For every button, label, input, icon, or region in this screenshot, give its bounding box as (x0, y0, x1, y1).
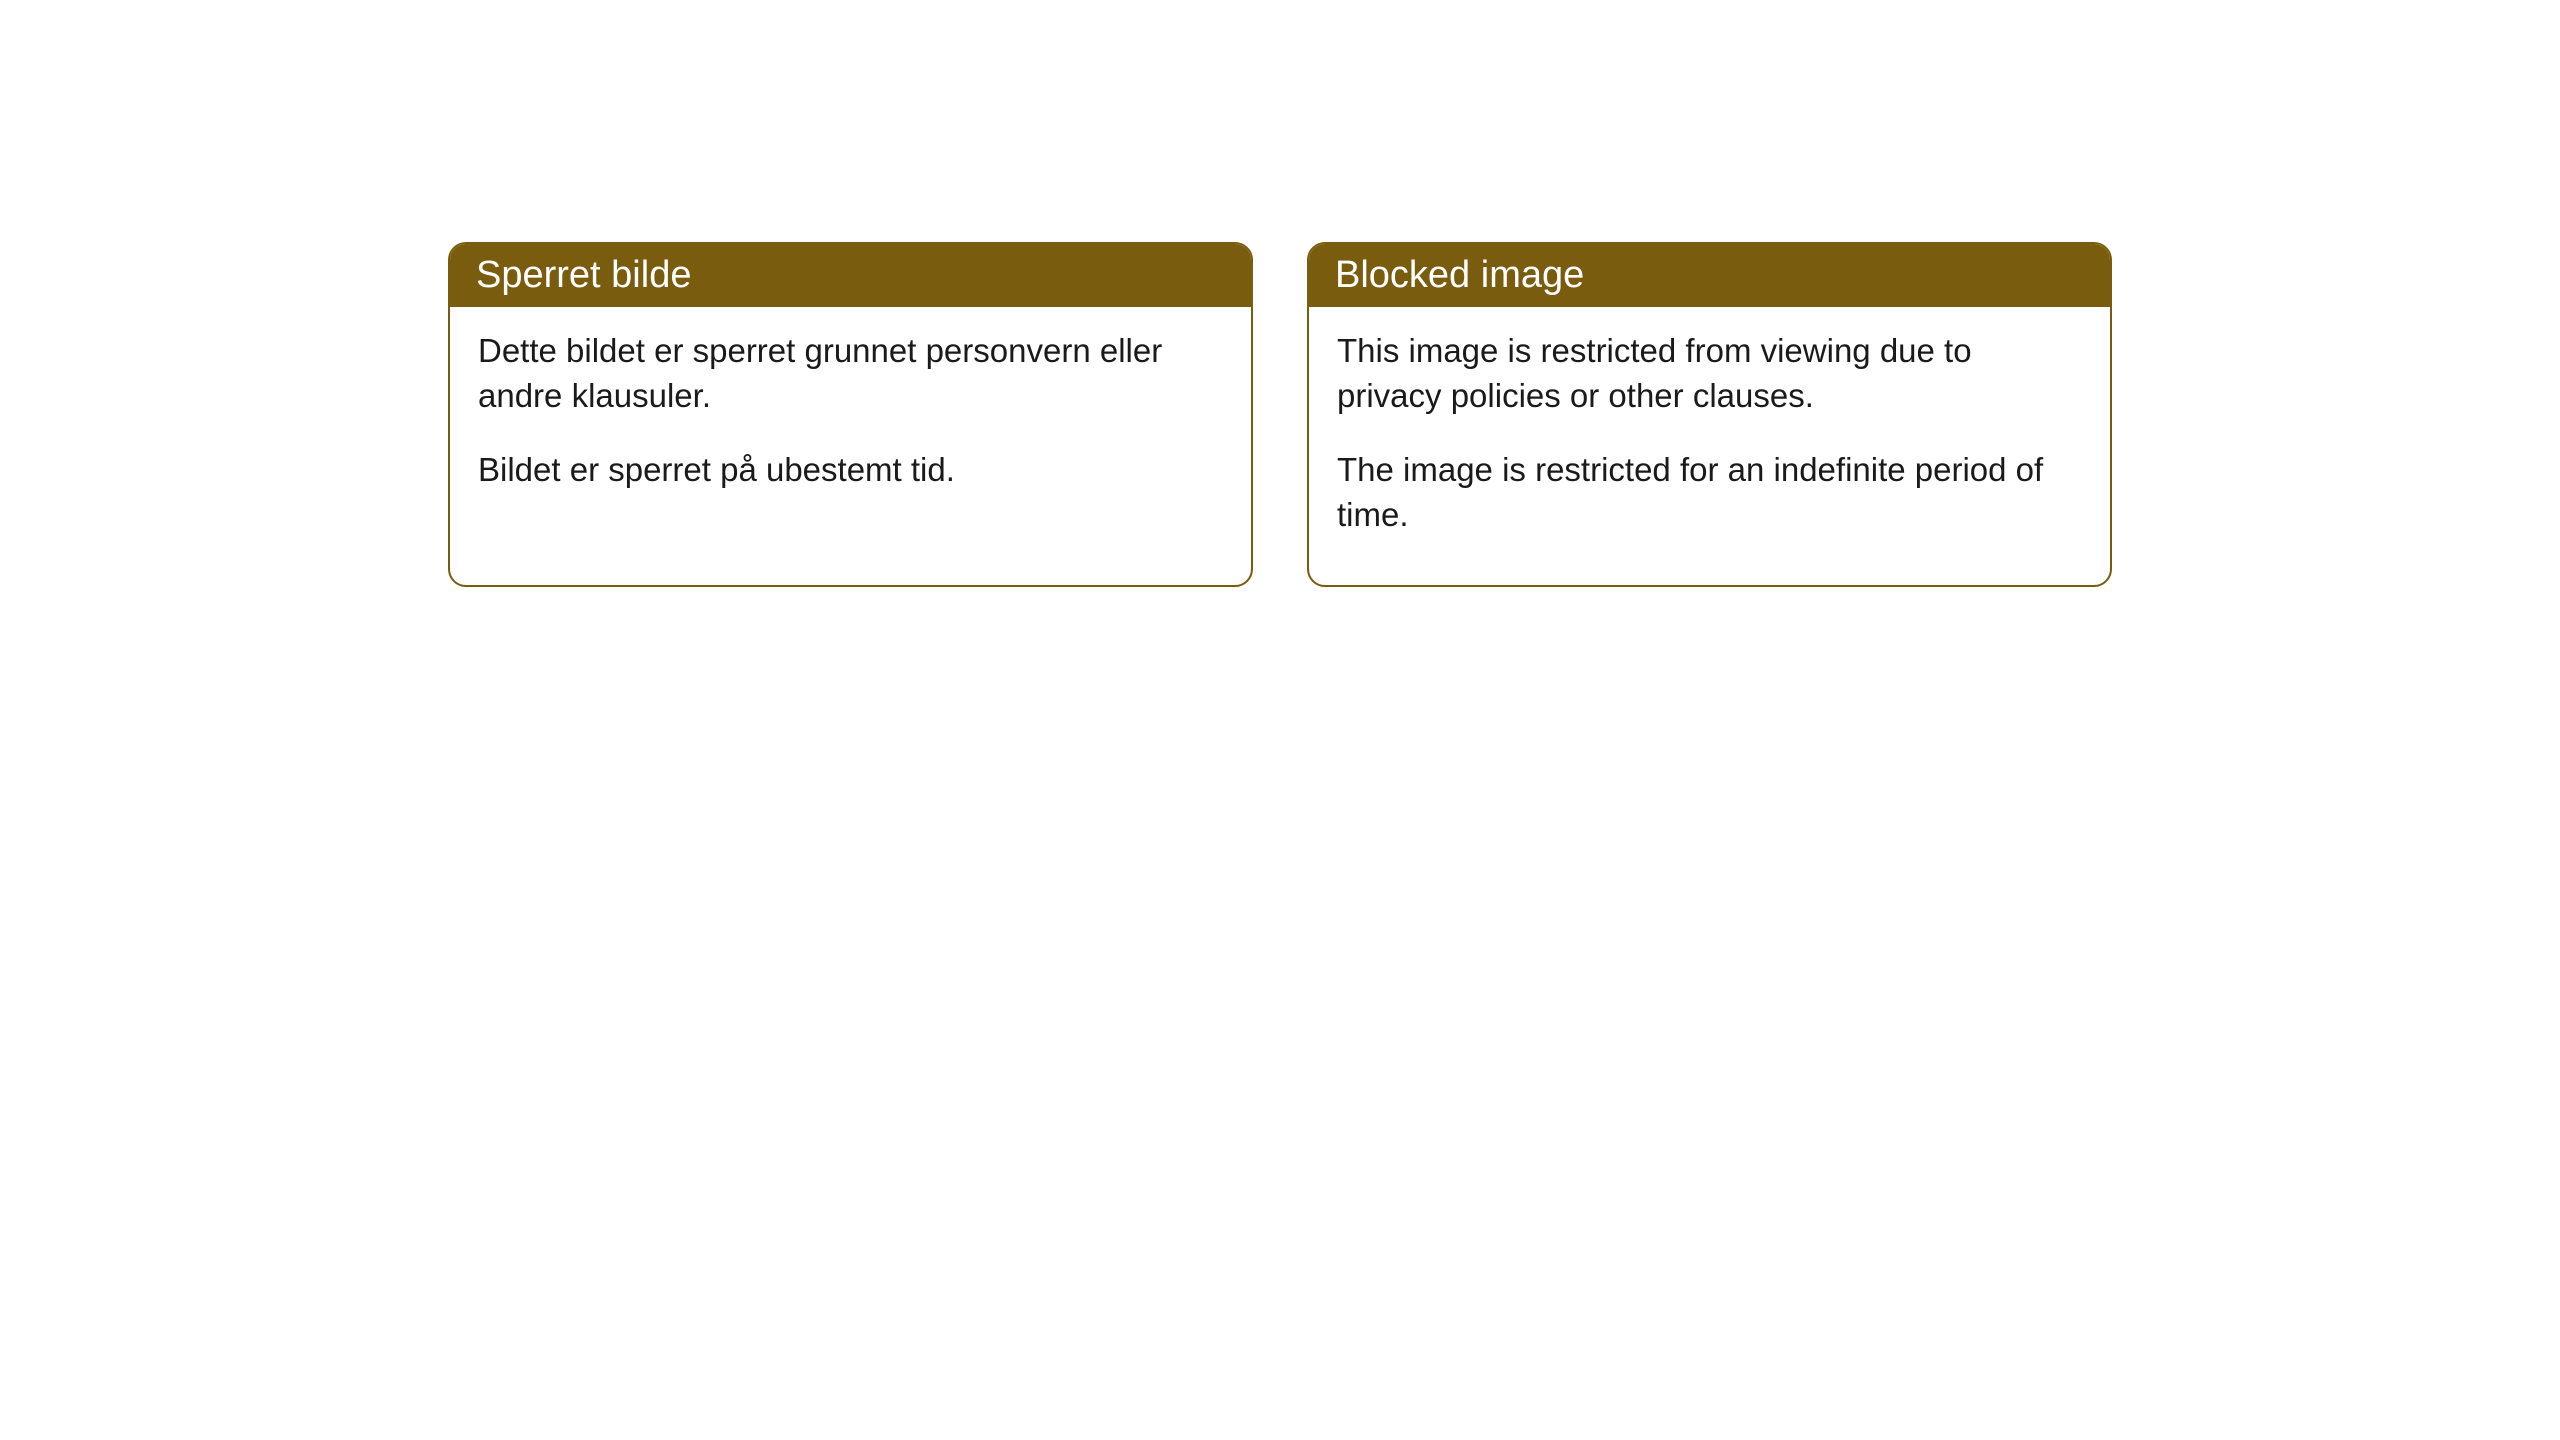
card-header-norwegian: Sperret bilde (450, 244, 1251, 307)
card-title: Sperret bilde (476, 254, 691, 296)
notice-card-english: Blocked image This image is restricted f… (1307, 242, 2112, 587)
card-header-english: Blocked image (1309, 244, 2110, 307)
card-paragraph-1: Dette bildet er sperret grunnet personve… (478, 329, 1223, 418)
card-paragraph-2: The image is restricted for an indefinit… (1337, 448, 2082, 537)
card-body-norwegian: Dette bildet er sperret grunnet personve… (450, 307, 1251, 541)
notice-cards-container: Sperret bilde Dette bildet er sperret gr… (448, 242, 2112, 587)
card-body-english: This image is restricted from viewing du… (1309, 307, 2110, 585)
card-paragraph-1: This image is restricted from viewing du… (1337, 329, 2082, 418)
card-paragraph-2: Bildet er sperret på ubestemt tid. (478, 448, 1223, 493)
notice-card-norwegian: Sperret bilde Dette bildet er sperret gr… (448, 242, 1253, 587)
card-title: Blocked image (1335, 254, 1584, 296)
